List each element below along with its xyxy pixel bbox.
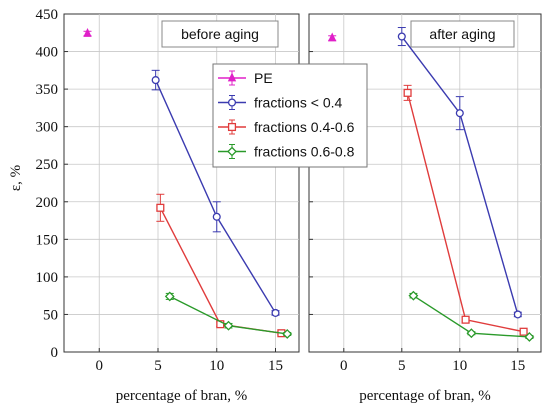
legend: PE fractions < 0.4 fractions 0.4-0.6 fracti… [212, 63, 368, 168]
data-point [519, 327, 528, 336]
tick-label-x: 5 [398, 358, 406, 374]
tick-label-y: 0 [51, 345, 59, 361]
tick-label-x: 10 [209, 358, 224, 374]
series [408, 290, 535, 342]
legend-marker [227, 146, 237, 157]
legend-label: fractions 0.4-0.6 [254, 119, 355, 135]
panel-title-box [410, 20, 515, 48]
legend-label: PE [254, 70, 273, 86]
data-point [212, 212, 221, 221]
legend-marker [227, 122, 237, 132]
legend-box [212, 63, 368, 168]
tick-label-x: 15 [510, 358, 525, 374]
series [397, 27, 522, 319]
data-point [403, 88, 412, 97]
plot-frame [308, 13, 542, 353]
panel-title: after aging [429, 26, 495, 42]
data-point [223, 320, 234, 331]
data-point [408, 290, 419, 301]
panel-2: 0 5 10 15 percentage of bran, % after aging [308, 13, 542, 404]
tick-label-x: 0 [340, 358, 348, 374]
panel-title: before aging [181, 26, 259, 42]
legend-label: fractions < 0.4 [254, 95, 343, 111]
tick-label-x: 15 [268, 358, 283, 374]
tick-label-y: 150 [36, 232, 59, 248]
data-point [455, 109, 464, 118]
data-point [164, 291, 175, 302]
panel-title-box [161, 20, 279, 48]
legend-label: fractions 0.6-0.8 [254, 144, 355, 160]
series [164, 291, 293, 339]
data-point [461, 315, 470, 324]
tick-label-x: 0 [96, 358, 104, 374]
tick-label-y: 450 [36, 7, 59, 23]
data-point [156, 203, 165, 212]
legend-marker [227, 98, 237, 107]
series [403, 84, 528, 336]
data-point [328, 32, 337, 42]
tick-label-x: 5 [154, 358, 162, 374]
tick-label-y: 100 [36, 270, 59, 286]
series [156, 193, 286, 338]
legend-marker [227, 72, 237, 82]
tick-label-y: 400 [36, 45, 59, 61]
tick-label-x: 10 [452, 358, 467, 374]
data-point [466, 328, 477, 339]
data-point [397, 32, 406, 41]
series-line [406, 92, 524, 333]
data-point [151, 76, 160, 85]
tick-label-y: 300 [36, 120, 59, 136]
x-axis-label: percentage of bran, % [116, 388, 248, 404]
y-axis-label: ε, % [8, 165, 24, 191]
panel-1: 0 50 100 150 200 250 300 350 400 450 0 5 10 15 percent… [36, 7, 300, 404]
tick-label-y: 350 [36, 82, 59, 98]
data-point [83, 27, 92, 37]
x-axis-label: percentage of bran, % [359, 388, 491, 404]
data-point [271, 308, 280, 317]
tick-label-y: 250 [36, 157, 59, 173]
data-point [216, 320, 225, 329]
plot-frame [63, 13, 300, 353]
data-point [282, 329, 293, 339]
tick-label-y: 200 [36, 195, 59, 211]
data-point [524, 332, 535, 342]
series [151, 69, 280, 317]
series [83, 27, 92, 37]
series [328, 32, 337, 42]
tick-label-y: 50 [43, 307, 58, 323]
data-point [513, 310, 522, 319]
